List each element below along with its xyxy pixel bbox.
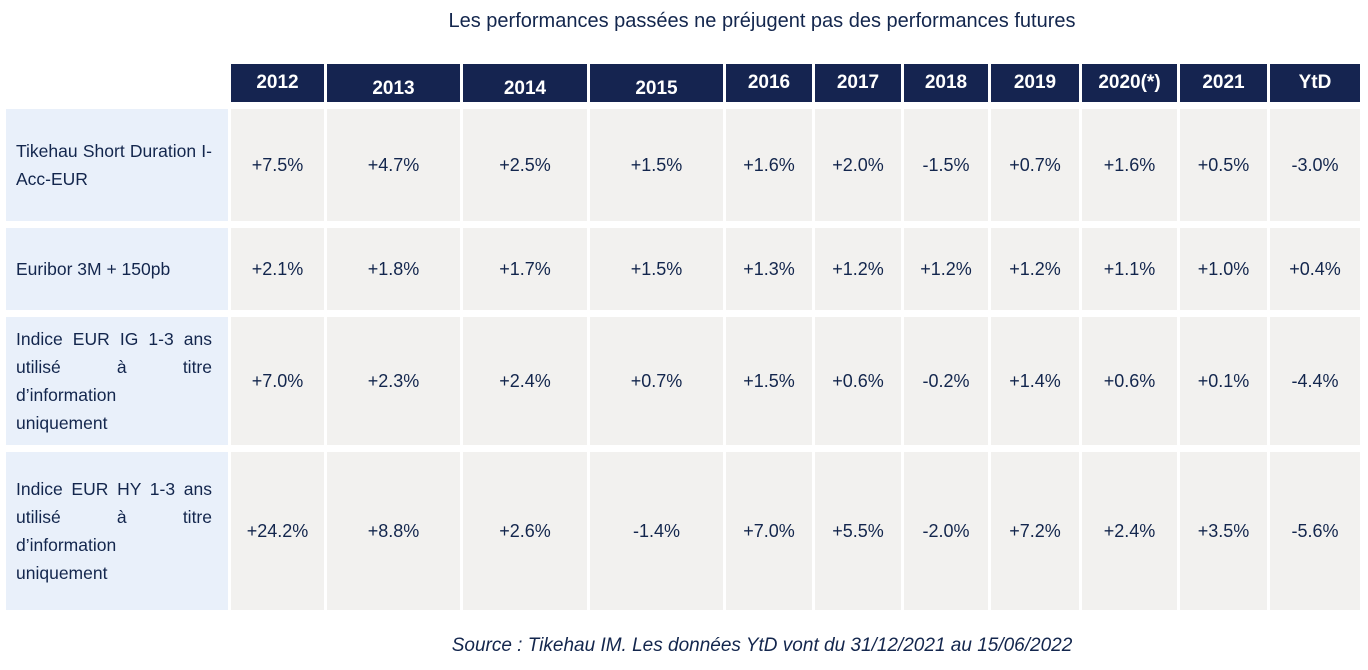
- year-header: 2019: [991, 64, 1079, 102]
- value-cell: +2.3%: [327, 317, 460, 445]
- row-label: Indice EUR HY 1-3 ans utilisé à titre d’…: [6, 452, 228, 610]
- value-cell: +1.5%: [590, 109, 723, 221]
- value-cell: +0.6%: [1082, 317, 1177, 445]
- value-cell: +1.7%: [463, 228, 587, 310]
- value-cell: +0.5%: [1180, 109, 1267, 221]
- year-header: 2020(*): [1082, 64, 1177, 102]
- year-header: 2012: [231, 64, 324, 102]
- value-cell: +7.2%: [991, 452, 1079, 610]
- row-label: Indice EUR IG 1-3 ans utilisé à titre d’…: [6, 317, 228, 445]
- value-cell: +7.0%: [231, 317, 324, 445]
- value-cell: +24.2%: [231, 452, 324, 610]
- value-cell: +2.1%: [231, 228, 324, 310]
- performance-table: 2012 2013 2014 2015 2016 2017 2018 2019 2020(*) 2…: [3, 57, 1363, 617]
- year-header: 2014: [463, 64, 587, 102]
- year-header: 2018: [904, 64, 988, 102]
- value-cell: +1.2%: [991, 228, 1079, 310]
- value-cell: +0.7%: [590, 317, 723, 445]
- value-cell: -4.4%: [1270, 317, 1360, 445]
- value-cell: -1.4%: [590, 452, 723, 610]
- year-header: 2021: [1180, 64, 1267, 102]
- value-cell: +3.5%: [1180, 452, 1267, 610]
- value-cell: -2.0%: [904, 452, 988, 610]
- value-cell: +8.8%: [327, 452, 460, 610]
- table-header: 2012 2013 2014 2015 2016 2017 2018 2019 2020(*) 2…: [6, 64, 1360, 102]
- value-cell: +0.4%: [1270, 228, 1360, 310]
- corner-cell: [6, 64, 228, 102]
- value-cell: +1.1%: [1082, 228, 1177, 310]
- header-row: 2012 2013 2014 2015 2016 2017 2018 2019 2020(*) 2…: [6, 64, 1360, 102]
- value-cell: +2.5%: [463, 109, 587, 221]
- value-cell: +5.5%: [815, 452, 901, 610]
- row-label: Tikehau Short Duration I-Acc-EUR: [6, 109, 228, 221]
- value-cell: +1.3%: [726, 228, 812, 310]
- year-header: 2013: [327, 64, 460, 102]
- value-cell: -0.2%: [904, 317, 988, 445]
- table-body: Tikehau Short Duration I-Acc-EUR +7.5% +4.…: [6, 109, 1360, 610]
- value-cell: +7.5%: [231, 109, 324, 221]
- table-row: Euribor 3M + 150pb +2.1% +1.8% +1.7% +1.5% +1…: [6, 228, 1360, 310]
- value-cell: +7.0%: [726, 452, 812, 610]
- source-note: Source : Tikehau IM. Les données YtD von…: [451, 635, 1073, 656]
- table-row: Indice EUR IG 1-3 ans utilisé à titre d’…: [6, 317, 1360, 445]
- value-cell: +1.0%: [1180, 228, 1267, 310]
- value-cell: +1.4%: [991, 317, 1079, 445]
- value-cell: +1.8%: [327, 228, 460, 310]
- year-header: 2017: [815, 64, 901, 102]
- value-cell: +1.5%: [726, 317, 812, 445]
- year-header: YtD: [1270, 64, 1360, 102]
- value-cell: +2.0%: [815, 109, 901, 221]
- value-cell: +2.4%: [1082, 452, 1177, 610]
- page-title: Les performances passées ne préjugent pa…: [448, 10, 1076, 32]
- value-cell: +0.6%: [815, 317, 901, 445]
- value-cell: +2.6%: [463, 452, 587, 610]
- value-cell: +1.6%: [1082, 109, 1177, 221]
- table-row: Indice EUR HY 1-3 ans utilisé à titre d’…: [6, 452, 1360, 610]
- value-cell: -1.5%: [904, 109, 988, 221]
- row-label: Euribor 3M + 150pb: [6, 228, 228, 310]
- value-cell: -3.0%: [1270, 109, 1360, 221]
- value-cell: +1.6%: [726, 109, 812, 221]
- value-cell: +1.2%: [815, 228, 901, 310]
- value-cell: -5.6%: [1270, 452, 1360, 610]
- value-cell: +4.7%: [327, 109, 460, 221]
- value-cell: +0.1%: [1180, 317, 1267, 445]
- year-header: 2015: [590, 64, 723, 102]
- value-cell: +0.7%: [991, 109, 1079, 221]
- value-cell: +1.2%: [904, 228, 988, 310]
- value-cell: +2.4%: [463, 317, 587, 445]
- value-cell: +1.5%: [590, 228, 723, 310]
- table-row: Tikehau Short Duration I-Acc-EUR +7.5% +4.…: [6, 109, 1360, 221]
- year-header: 2016: [726, 64, 812, 102]
